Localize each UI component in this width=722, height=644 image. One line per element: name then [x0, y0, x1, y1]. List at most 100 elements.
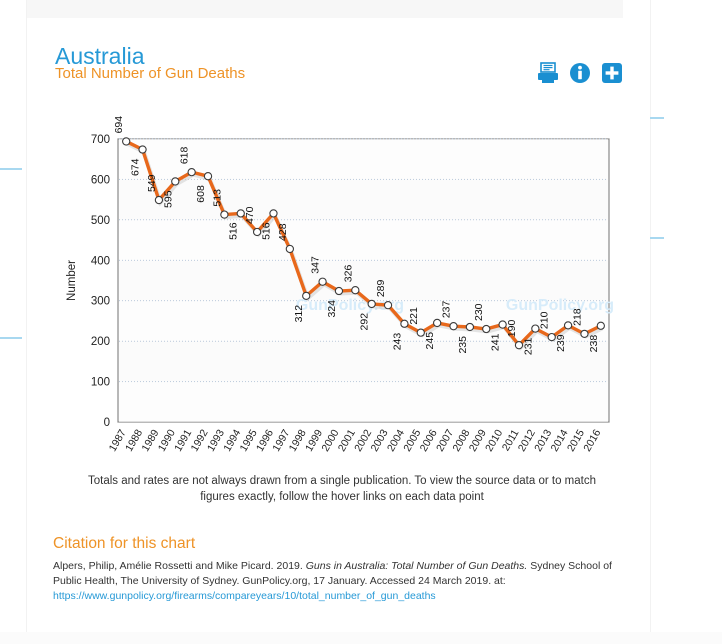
gun-deaths-line-chart: GunPolicy.orgGunPolicy.orgGunPolicy.orgG…: [55, 113, 625, 463]
data-point-label: 218: [571, 308, 583, 326]
data-point: [351, 286, 360, 295]
plot-area: [117, 138, 610, 423]
data-point-label: 470: [244, 206, 256, 224]
data-point-label: 243: [391, 333, 403, 351]
data-point-label: 237: [441, 301, 453, 319]
citation-work-title: Guns in Australia: Total Number of Gun D…: [305, 560, 528, 572]
watermark: GunPolicy.org: [296, 297, 404, 314]
add-icon[interactable]: [601, 62, 623, 84]
data-point: [416, 328, 425, 337]
chart-caption: Totals and rates are not always drawn fr…: [88, 475, 596, 503]
data-point: [367, 299, 376, 309]
data-point-label: 324: [326, 300, 338, 318]
data-point-label: 516: [228, 222, 240, 240]
left-rail: [0, 0, 27, 644]
y-tick-label: 600: [91, 174, 110, 186]
top-strip: [27, 0, 623, 18]
data-point: [547, 332, 556, 342]
data-point: [138, 145, 147, 154]
x-tick-label: 2010: [483, 427, 505, 453]
data-point: [531, 324, 540, 333]
data-point: [596, 321, 605, 330]
citation-url-link[interactable]: https://www.gunpolicy.org/firearms/compa…: [53, 590, 436, 602]
data-point-label: 674: [130, 158, 142, 176]
data-point-label: 289: [375, 279, 387, 297]
data-point-label: 239: [555, 334, 567, 352]
data-point-label: 235: [457, 336, 469, 354]
data-point: [154, 195, 164, 205]
data-point-label: 190: [506, 320, 518, 338]
y-tick-label: 300: [91, 296, 110, 308]
watermark: GunPolicy.org: [506, 297, 614, 314]
right-accent-line-bottom: [648, 237, 664, 239]
data-point: [498, 320, 507, 329]
y-tick-label: 200: [91, 336, 110, 348]
data-point-label: 231: [522, 337, 534, 355]
data-point-label: 221: [408, 307, 420, 325]
plot-band: [119, 219, 608, 261]
data-point: [449, 322, 458, 331]
plot-band: [119, 300, 608, 342]
data-point: [334, 286, 344, 296]
y-tick-label: 700: [91, 134, 110, 146]
data-point: [285, 244, 294, 254]
data-point: [465, 322, 475, 332]
chart-subtitle: Total Number of Gun Deaths: [55, 65, 246, 82]
citation-publisher: Sydney School of Public Health, The Univ…: [53, 560, 612, 587]
data-point-label: 326: [342, 265, 354, 283]
data-point-label: 312: [293, 305, 305, 323]
data-point: [203, 172, 213, 181]
right-rail: [650, 0, 722, 644]
y-tick-label: 400: [91, 255, 110, 267]
data-point-label: 513: [211, 189, 223, 207]
left-accent-line-bottom: [0, 337, 22, 339]
data-point: [302, 291, 311, 301]
data-point-label: 618: [179, 146, 191, 164]
y-tick-label: 0: [104, 417, 110, 429]
chart-panel: Australia Total Number of Gun Deaths Gun…: [27, 18, 650, 632]
data-point-label: 210: [539, 311, 551, 329]
data-point: [400, 319, 409, 328]
data-point-label: 238: [588, 335, 600, 353]
y-tick-label: 100: [91, 377, 110, 389]
data-point: [252, 227, 262, 237]
citation-body: Alpers, Philip, Amélie Rossetti and Mike…: [53, 559, 633, 604]
data-point-label: 347: [310, 256, 322, 274]
data-point-label: 292: [359, 313, 371, 331]
data-point-label: 608: [195, 185, 207, 203]
data-point: [236, 209, 245, 218]
data-point: [580, 329, 589, 339]
page-title: Australia: [55, 43, 145, 70]
citation-authors: Alpers, Philip, Amélie Rossetti and Mike…: [53, 560, 303, 572]
chart-toolbar: [537, 62, 623, 84]
data-point-label: 549: [146, 174, 158, 192]
data-point-label: 428: [277, 223, 289, 241]
data-point: [482, 324, 491, 334]
y-tick-label: 500: [91, 215, 110, 227]
data-point: [220, 210, 229, 219]
x-tick-label: 2016: [581, 427, 603, 453]
info-icon[interactable]: [569, 62, 591, 84]
print-icon[interactable]: [537, 62, 559, 84]
data-point: [514, 341, 524, 350]
chart-canvas: GunPolicy.orgGunPolicy.orgGunPolicy.orgG…: [66, 116, 614, 454]
y-axis-title: Number: [66, 260, 78, 301]
data-point: [187, 168, 196, 177]
data-point-label: 230: [473, 303, 485, 321]
data-point-label: 241: [490, 333, 502, 351]
bottom-strip: [0, 632, 722, 644]
data-point: [432, 318, 442, 328]
left-accent-line-top: [0, 168, 22, 170]
right-accent-line-top: [648, 117, 664, 119]
data-point: [383, 301, 393, 310]
plot-band: [119, 381, 608, 422]
data-point-label: 516: [260, 222, 272, 240]
data-point: [318, 277, 327, 286]
citation-heading: Citation for this chart: [53, 535, 196, 552]
data-point-label: 694: [113, 116, 125, 134]
data-point-label: 595: [162, 190, 174, 208]
data-point: [269, 209, 278, 218]
data-point: [122, 137, 131, 146]
data-point: [171, 177, 180, 186]
data-point: [563, 321, 573, 330]
